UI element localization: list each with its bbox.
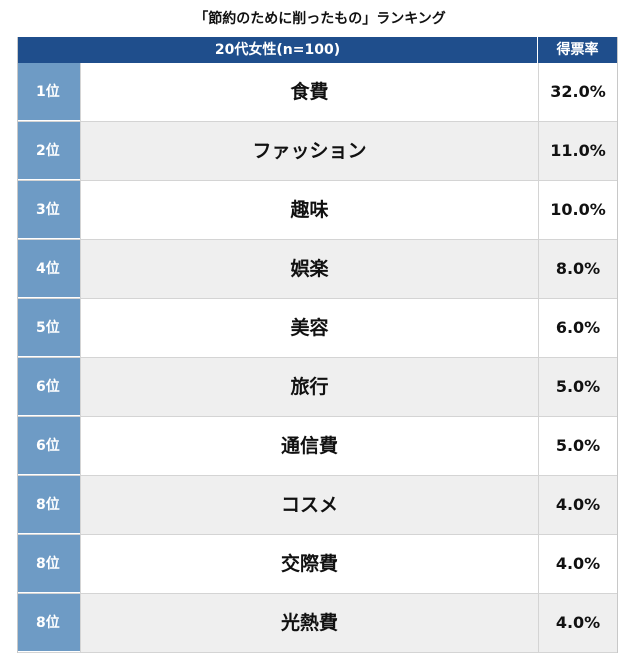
header-group-label: 20代女性(n=100) — [18, 37, 537, 63]
item-cell: 食費 — [80, 63, 538, 121]
item-cell: 美容 — [80, 299, 538, 357]
score-cell: 4.0% — [538, 594, 617, 652]
page-title: 「節約のために削ったもの」ランキング — [194, 11, 446, 27]
rank-cell: 5位 — [18, 299, 80, 357]
item-cell: ファッション — [80, 122, 538, 180]
item-cell: 通信費 — [80, 417, 538, 475]
score-cell: 5.0% — [538, 358, 617, 416]
table-row: 6位 通信費 5.0% — [18, 417, 617, 476]
item-cell: 交際費 — [80, 535, 538, 593]
rank-cell: 4位 — [18, 240, 80, 298]
table-row: 5位 美容 6.0% — [18, 299, 617, 358]
score-cell: 11.0% — [538, 122, 617, 180]
rank-cell: 8位 — [18, 476, 80, 534]
score-cell: 6.0% — [538, 299, 617, 357]
ranking-table: 20代女性(n=100) 得票率 1位 食費 32.0% 2位 ファッション 1… — [17, 37, 618, 653]
item-cell: 光熱費 — [80, 594, 538, 652]
table-row: 6位 旅行 5.0% — [18, 358, 617, 417]
item-cell: コスメ — [80, 476, 538, 534]
table-row: 2位 ファッション 11.0% — [18, 122, 617, 181]
table-row: 4位 娯楽 8.0% — [18, 240, 617, 299]
score-cell: 10.0% — [538, 181, 617, 239]
score-cell: 4.0% — [538, 535, 617, 593]
item-cell: 旅行 — [80, 358, 538, 416]
score-cell: 5.0% — [538, 417, 617, 475]
table-row: 8位 コスメ 4.0% — [18, 476, 617, 535]
header-score-label: 得票率 — [537, 37, 617, 63]
table-row: 3位 趣味 10.0% — [18, 181, 617, 240]
rank-cell: 6位 — [18, 417, 80, 475]
table-row: 8位 交際費 4.0% — [18, 535, 617, 594]
rank-cell: 8位 — [18, 535, 80, 593]
rank-cell: 1位 — [18, 63, 80, 121]
score-cell: 4.0% — [538, 476, 617, 534]
item-cell: 趣味 — [80, 181, 538, 239]
table-body: 1位 食費 32.0% 2位 ファッション 11.0% 3位 趣味 10.0% … — [18, 63, 617, 653]
rank-cell: 2位 — [18, 122, 80, 180]
item-cell: 娯楽 — [80, 240, 538, 298]
score-cell: 32.0% — [538, 63, 617, 121]
score-cell: 8.0% — [538, 240, 617, 298]
table-header: 20代女性(n=100) 得票率 — [18, 37, 617, 63]
table-row: 1位 食費 32.0% — [18, 63, 617, 122]
rank-cell: 6位 — [18, 358, 80, 416]
rank-cell: 3位 — [18, 181, 80, 239]
rank-cell: 8位 — [18, 594, 80, 652]
table-row: 8位 光熱費 4.0% — [18, 594, 617, 653]
